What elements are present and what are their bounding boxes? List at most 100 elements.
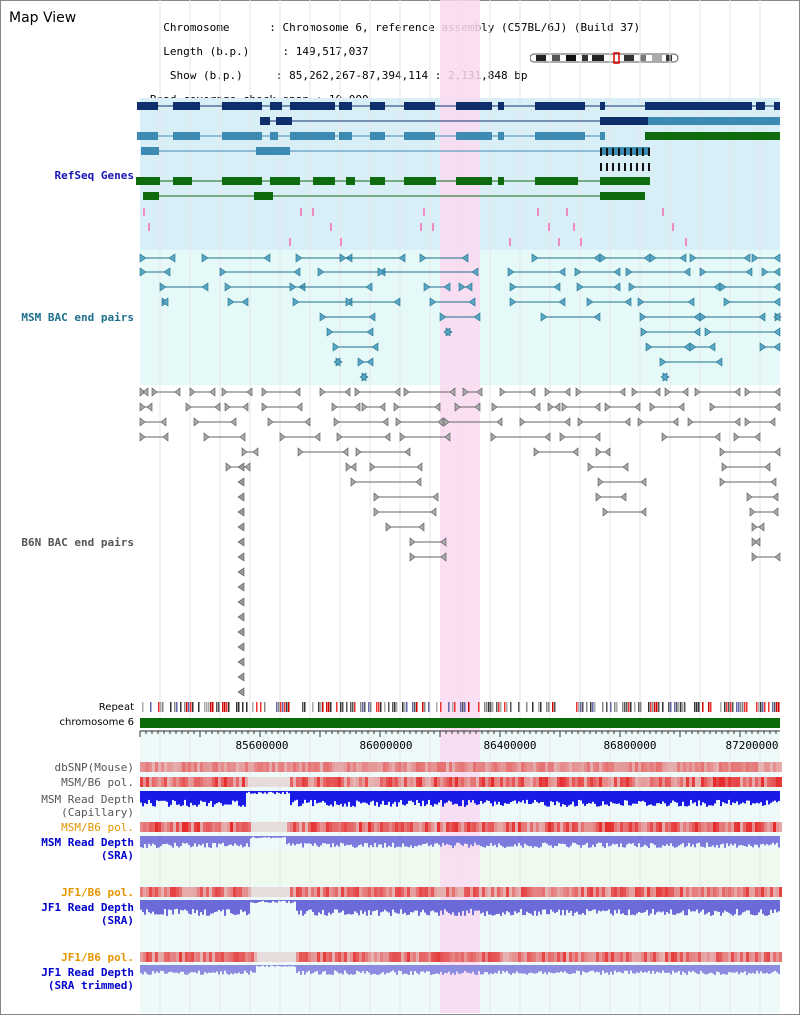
- jf1-trimmed-depth-bar: [344, 965, 346, 971]
- jf1-b6-pol-label[interactable]: JF1/B6 pol.: [61, 886, 134, 899]
- msm-b6-pol-sra-cell: [494, 822, 497, 832]
- jf1-sra-depth-bar: [374, 900, 376, 911]
- jf1-b6-pol-trimmed-label[interactable]: JF1/B6 pol.: [61, 951, 134, 964]
- b6n-bac-track[interactable]: [139, 387, 781, 697]
- msm-b6-pol-cell: [158, 777, 161, 787]
- jf1-trimmed-depth-bar: [198, 965, 200, 971]
- jf1-trimmed-depth-bar: [408, 965, 410, 975]
- dbsnp-cell: [164, 762, 167, 772]
- msm-read-depth-sra-label[interactable]: MSM Read Depth (SRA): [41, 836, 134, 862]
- msm-capillary-depth-bar: [398, 791, 400, 803]
- msm-b6-pol-label[interactable]: MSM/B6 pol.: [61, 776, 134, 789]
- jf1-b6-pol-cell: [314, 887, 317, 897]
- jf1-trimmed-depth-bar: [728, 965, 730, 973]
- jf1-sra-depth-bar: [428, 900, 430, 916]
- jf1-sra-depth-bar: [680, 900, 682, 913]
- dbsnp-cell: [212, 762, 215, 772]
- jf1-read-depth-sra-label[interactable]: JF1 Read Depth (SRA): [41, 901, 134, 927]
- msm-bac-label[interactable]: MSM BAC end pairs: [21, 311, 134, 324]
- b6n-bac-end: [162, 432, 169, 442]
- jf1-sra-depth-bar: [306, 900, 308, 912]
- repeat-element: [676, 702, 678, 712]
- chromosome-ideogram[interactable]: [530, 52, 680, 64]
- jf1-sra-depth-bar: [710, 900, 712, 916]
- msm-b6-pol-sra-label[interactable]: MSM/B6 pol.: [61, 821, 134, 834]
- msm-b6-pol-sra-cell: [668, 822, 671, 832]
- jf1-sra-depth-bar: [184, 900, 186, 910]
- msm-sra-depth-bar: [238, 836, 240, 847]
- refseq-gene-track[interactable]: [136, 102, 780, 246]
- msm-b6-pol-sra-cell: [179, 822, 182, 832]
- msm-b6-pol-sra-cell: [731, 822, 734, 832]
- jf1-trimmed-depth-bar: [158, 965, 160, 973]
- selected-region-highlight[interactable]: [440, 0, 480, 1013]
- jf1-trimmed-depth-bar: [356, 965, 358, 971]
- dbsnp-cell: [683, 762, 686, 772]
- msm-bac-track[interactable]: [139, 253, 782, 382]
- jf1-b6-pol-cell: [482, 887, 485, 897]
- msm-sra-depth-bar: [740, 836, 742, 845]
- dbsnp-label[interactable]: dbSNP(Mouse): [54, 761, 134, 774]
- msm-bac-end: [443, 282, 451, 292]
- msm-sra-depth-bar: [612, 836, 614, 844]
- jf1-sra-depth-bar: [436, 900, 438, 913]
- jf1-b6-pol-cell: [620, 887, 623, 897]
- jf1-sra-depth-bar: [188, 900, 190, 914]
- msm-b6-pol-sra-cell: [722, 822, 725, 832]
- b6n-bac-end: [203, 432, 210, 442]
- jf1-b6-pol-trimmed-cell: [608, 952, 611, 962]
- msm-b6-pol-sra-cell: [743, 822, 746, 832]
- jf1-b6-pol-trimmed-cell: [440, 952, 443, 962]
- msm-capillary-depth-bar: [596, 791, 598, 807]
- msm-capillary-depth-bar: [746, 791, 748, 801]
- jf1-read-depth-trimmed-label[interactable]: JF1 Read Depth (SRA trimmed): [41, 966, 134, 992]
- dbsnp-cell: [182, 762, 185, 772]
- refseq-genes-label[interactable]: RefSeq Genes: [54, 169, 134, 182]
- jf1-b6-pol-trimmed-cell: [326, 952, 329, 962]
- dbsnp-cell: [143, 762, 146, 772]
- jf1-sra-depth-bar: [658, 900, 660, 912]
- jf1-sra-depth-bar: [628, 900, 630, 910]
- dbsnp-cell: [635, 762, 638, 772]
- msm-b6-pol-sra-cell: [248, 822, 251, 832]
- jf1-b6-pol-trimmed-cell: [737, 952, 740, 962]
- jf1-b6-pol-trimmed-cell: [251, 952, 254, 962]
- b6n-bac-end: [529, 387, 536, 397]
- msm-capillary-depth-bar: [404, 791, 406, 806]
- jf1-sra-depth-bar: [358, 900, 360, 916]
- repeat-element: [328, 702, 330, 712]
- msm-sra-depth-bar: [684, 836, 686, 848]
- repeat-element: [590, 702, 592, 712]
- dbsnp-cell: [488, 762, 491, 772]
- jf1-b6-pol-cell: [746, 887, 749, 897]
- jf1-b6-pol-cell: [521, 887, 524, 897]
- b6n-bac-end: [734, 387, 741, 397]
- repeat-element: [322, 702, 324, 712]
- jf1-sra-depth-bar: [424, 900, 426, 913]
- jf1-sra-depth-bar: [772, 900, 774, 913]
- msm-capillary-depth-bar: [248, 791, 250, 792]
- b6n-bac-end: [403, 387, 410, 397]
- b6n-bac-label[interactable]: B6N BAC end pairs: [21, 536, 134, 549]
- jf1-trimmed-depth-bar: [768, 965, 770, 974]
- jf1-b6-pol-trimmed-cell: [716, 952, 719, 962]
- msm-bac-end: [625, 267, 633, 277]
- b6n-bac-end: [373, 507, 380, 517]
- msm-b6-pol-cell: [644, 777, 647, 787]
- jf1-sra-depth-bar: [716, 900, 718, 912]
- b6n-bac-end: [297, 447, 304, 457]
- msm-capillary-depth-bar: [244, 791, 246, 807]
- jf1-b6-pol-cell: [485, 887, 488, 897]
- msm-read-depth-capillary-label[interactable]: MSM Read Depth (Capillary): [41, 793, 134, 819]
- b6n-bac-end: [355, 447, 362, 457]
- repeat-track: [142, 702, 780, 712]
- msm-b6-pol-sra-cell: [293, 822, 296, 832]
- dbsnp-cell: [329, 762, 332, 772]
- msm-b6-pol-sra-cell: [302, 822, 305, 832]
- msm-sra-depth-bar: [628, 836, 630, 844]
- jf1-b6-pol-trimmed-cell: [182, 952, 185, 962]
- b6n-bac-end: [354, 402, 361, 412]
- b6n-bac-end: [709, 402, 716, 412]
- b6n-bac-end: [754, 432, 761, 442]
- gene-exon-tick: [618, 148, 620, 156]
